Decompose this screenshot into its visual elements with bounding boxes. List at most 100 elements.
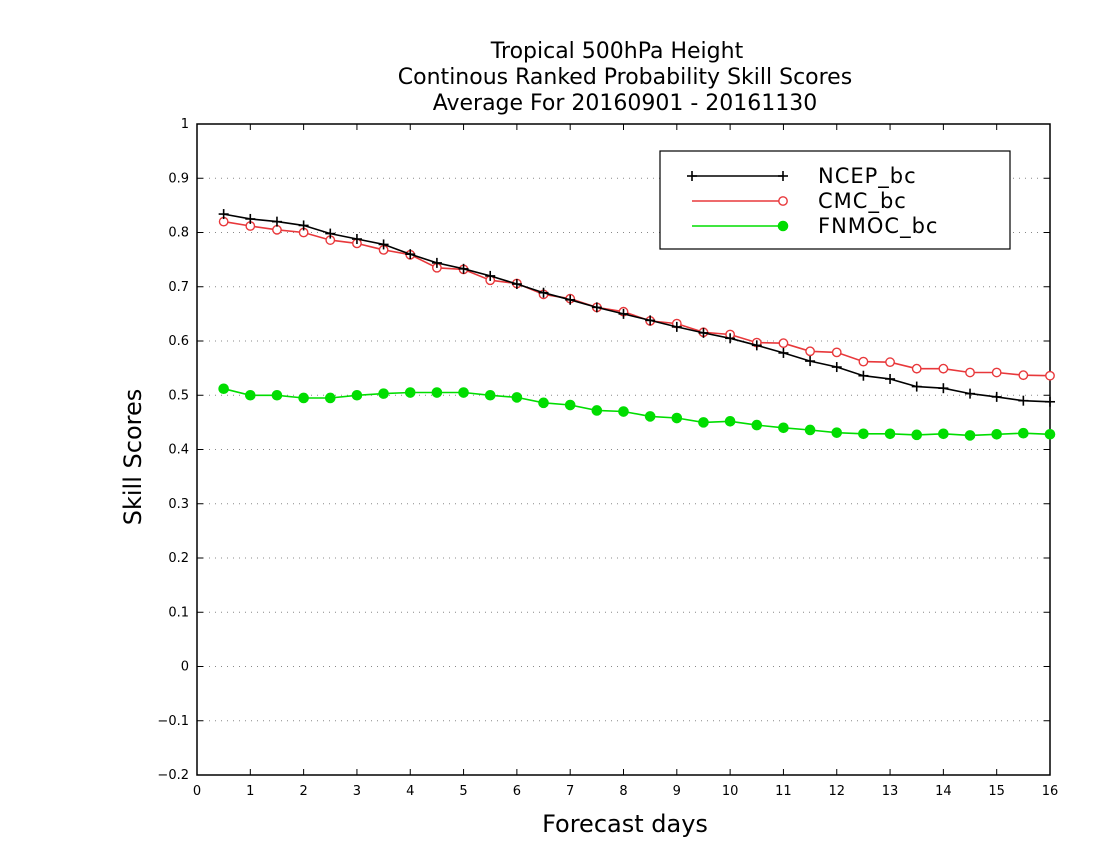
x-tick-label: 1 [246, 784, 254, 799]
x-tick-label: 3 [353, 784, 361, 799]
data-point-ncep-bc [911, 381, 922, 392]
data-point-fnmoc-bc [671, 412, 683, 424]
legend-samples [687, 171, 789, 232]
data-point-fnmoc-bc [644, 411, 656, 422]
data-point-fnmoc-bc [564, 399, 576, 411]
data-point-fnmoc-bc [404, 387, 416, 398]
x-tick-label: 7 [566, 784, 574, 799]
y-tick-label: 0.5 [168, 388, 189, 403]
data-point-cmc-bc [778, 338, 789, 349]
data-point-fnmoc-bc [831, 427, 843, 438]
data-point-fnmoc-bc [218, 383, 229, 395]
data-point-ncep-bc [591, 302, 602, 313]
data-point-cmc-bc [885, 357, 895, 368]
data-point-ncep-bc [965, 388, 976, 399]
plot-area-frame [196, 123, 1051, 776]
chart-title-line-2: Continous Ranked Probability Skill Score… [398, 65, 852, 90]
data-point-ncep-bc [991, 391, 1002, 402]
data-point-fnmoc-bc [724, 415, 736, 427]
data-point-ncep-bc [1018, 395, 1029, 406]
y-tick-label: 0.3 [168, 497, 189, 512]
x-tick-label: 13 [882, 784, 899, 799]
x-tick-label: 4 [406, 784, 414, 799]
y-tick-label: 0.6 [168, 334, 189, 349]
chart-title-line-3: Average For 20160901 - 20161130 [433, 91, 818, 116]
data-point-ncep-bc [778, 347, 789, 358]
x-tick-label: 12 [828, 784, 845, 799]
data-point-cmc-bc [938, 363, 949, 374]
data-point-fnmoc-bc [884, 428, 896, 440]
x-tick-label: 11 [775, 784, 792, 799]
data-point-fnmoc-bc [804, 424, 816, 436]
data-point-fnmoc-bc [1018, 427, 1029, 439]
series-line-fnmoc-bc [223, 387, 1051, 437]
data-point-cmc-bc [1018, 370, 1029, 381]
y-tick-label: 0.4 [168, 443, 189, 458]
data-point-fnmoc-bc [245, 389, 256, 401]
data-point-ncep-bc [751, 340, 762, 351]
legend-marker [778, 196, 788, 206]
data-point-ncep-bc [298, 220, 309, 231]
x-tick-label: 6 [513, 784, 521, 799]
data-point-ncep-bc [378, 239, 389, 250]
chart-title-line-1: Tropical 500hPa Height [490, 39, 744, 64]
data-point-fnmoc-bc [324, 392, 336, 404]
data-point-cmc-bc [911, 363, 922, 374]
y-tick-label: −0.2 [157, 768, 189, 783]
data-point-fnmoc-bc [458, 387, 469, 398]
data-point-ncep-bc [431, 257, 442, 268]
data-point-cmc-bc [858, 356, 869, 367]
series-line-ncep-bc [223, 213, 1051, 403]
data-point-fnmoc-bc [298, 392, 309, 404]
data-point-ncep-bc [565, 294, 576, 305]
data-point-ncep-bc [218, 209, 229, 220]
data-point-ncep-bc [938, 383, 949, 394]
data-point-ncep-bc [858, 370, 869, 381]
data-point-ncep-bc [831, 362, 842, 373]
legend-marker [777, 220, 789, 232]
data-series [218, 209, 1056, 441]
data-point-fnmoc-bc [351, 389, 363, 401]
y-tick-label: 0.9 [168, 171, 189, 186]
data-point-ncep-bc [325, 228, 336, 239]
x-tick-label: 0 [193, 784, 201, 799]
data-point-ncep-bc [1045, 396, 1055, 407]
data-point-cmc-bc [805, 346, 815, 357]
data-point-fnmoc-bc [431, 387, 443, 398]
data-point-ncep-bc [805, 356, 816, 367]
data-point-ncep-bc [671, 321, 682, 332]
data-point-fnmoc-bc [911, 429, 923, 441]
data-point-fnmoc-bc [484, 389, 496, 401]
data-point-ncep-bc [885, 373, 896, 384]
data-point-ncep-bc [271, 216, 282, 227]
data-point-ncep-bc [538, 287, 549, 298]
data-point-fnmoc-bc [271, 389, 283, 401]
data-point-cmc-bc [831, 347, 842, 358]
data-point-ncep-bc [485, 270, 496, 281]
y-axis-label: Skill Scores [119, 389, 147, 526]
series-ncep-bc [218, 209, 1055, 407]
legend-sample-cmc-bc [692, 196, 788, 206]
data-point-ncep-bc [351, 234, 362, 245]
data-point-cmc-bc [1045, 370, 1055, 381]
data-point-cmc-bc [965, 367, 975, 378]
y-tick-label: 0.7 [168, 280, 189, 295]
data-point-ncep-bc [698, 327, 709, 338]
data-point-cmc-bc [991, 367, 1002, 378]
data-point-fnmoc-bc [378, 388, 389, 399]
data-point-ncep-bc [618, 308, 629, 319]
legend-label-fnmoc: FNMOC_bc [818, 214, 938, 239]
data-point-fnmoc-bc [938, 428, 949, 440]
x-tick-label: 5 [459, 784, 467, 799]
data-point-fnmoc-bc [1044, 429, 1056, 440]
data-point-fnmoc-bc [751, 419, 763, 431]
legend-marker [778, 171, 788, 181]
legend-box [659, 150, 1011, 250]
legend: NCEP_bc CMC_bc FNMOC_bc [659, 150, 1011, 250]
y-tick-label: 1 [181, 117, 189, 132]
data-point-ncep-bc [511, 279, 522, 290]
x-tick-label: 9 [673, 784, 681, 799]
data-point-ncep-bc [725, 333, 736, 344]
data-point-ncep-bc [645, 315, 656, 326]
